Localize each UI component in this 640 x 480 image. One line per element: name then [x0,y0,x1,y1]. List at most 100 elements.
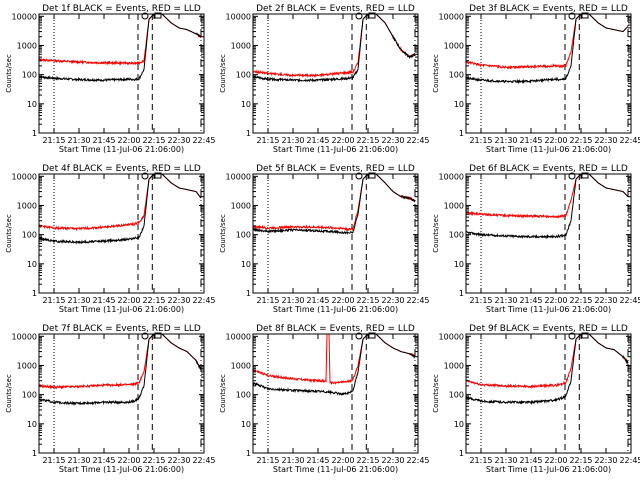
x-tick-label: 21:15 [469,136,492,145]
panel-title: Det 6f BLACK = Events, RED = LLD [469,164,628,174]
x-tick-label: 21:15 [42,456,65,465]
y-axis-label: Counts/sec [432,54,440,93]
x-axis-label: Start Time (11-Jul-06 21:06:00) [273,305,398,314]
y-tick-label: 10 [454,420,464,429]
y-axis-label: Counts/sec [5,374,13,413]
x-tick-label: 22:00 [544,296,567,305]
plot-frame [252,173,419,294]
attenuator-marker [581,172,589,179]
x-tick-label: 22:30 [167,296,190,305]
attenuator-marker [154,12,162,19]
x-tick-label: 22:45 [192,136,215,145]
events-series-line [252,13,416,83]
x-tick-label: 22:00 [544,456,567,465]
y-tick-label: 1000 [231,201,251,210]
y-tick-label: 100 [22,71,37,80]
x-tick-label: 21:45 [306,136,329,145]
x-tick-label: 21:15 [256,456,279,465]
y-tick-label: 10 [27,260,37,269]
lld-series-line [252,333,416,385]
x-tick-label: 22:15 [356,456,379,465]
x-tick-label: 21:30 [67,136,90,145]
x-tick-label: 22:45 [406,296,429,305]
attenuator-marker [368,12,376,19]
x-tick-label: 22:15 [356,296,379,305]
panel-title: Det 4f BLACK = Events, RED = LLD [42,164,201,174]
x-tick-label: 21:15 [256,296,279,305]
events-series-line [252,333,416,396]
x-tick-label: 22:00 [331,136,354,145]
y-tick-label: 100 [22,231,37,240]
detector-panel: Det 9f BLACK = Events, RED = LLD 1 10 100 10… [432,324,640,474]
x-axis-label: Start Time (11-Jul-06 21:06:00) [486,305,611,314]
x-tick-label: 22:30 [594,296,617,305]
y-tick-label: 10 [454,260,464,269]
x-tick-label: 21:30 [67,456,90,465]
x-tick-label: 21:45 [306,296,329,305]
events-series-line [38,333,202,406]
y-tick-label: 1000 [17,41,37,50]
plot-frame [38,173,205,294]
x-tick-label: 22:30 [381,296,404,305]
lld-series-line [38,13,202,66]
x-axis-label: Start Time (11-Jul-06 21:06:00) [486,145,611,154]
y-axis-label: Counts/sec [219,54,227,93]
lld-series-line [465,333,629,389]
y-axis-label: Counts/sec [219,214,227,253]
detector-panel: Det 7f BLACK = Events, RED = LLD 1 10 100 10… [5,324,216,474]
lld-series-line [38,333,202,390]
x-tick-label: 22:45 [192,456,215,465]
x-tick-label: 22:15 [569,456,592,465]
x-tick-label: 21:30 [494,296,517,305]
x-tick-label: 22:00 [544,136,567,145]
plot-frame [465,13,632,134]
x-axis-label: Start Time (11-Jul-06 21:06:00) [59,145,184,154]
x-axis-label: Start Time (11-Jul-06 21:06:00) [59,305,184,314]
y-tick-label: 100 [22,391,37,400]
x-tick-label: 21:15 [469,296,492,305]
y-tick-label: 1000 [231,361,251,370]
y-tick-label: 10 [27,100,37,109]
y-tick-label: 1 [32,289,37,298]
x-tick-label: 21:30 [281,136,304,145]
detector-panel: Det 5f BLACK = Events, RED = LLD 1 10 100 10… [219,164,430,314]
panel-title: Det 9f BLACK = Events, RED = LLD [469,324,628,334]
x-tick-label: 22:00 [117,456,140,465]
y-tick-label: 1 [459,289,464,298]
y-tick-label: 1 [32,449,37,458]
x-tick-label: 21:15 [42,296,65,305]
x-tick-label: 22:15 [569,136,592,145]
plot-frame [252,333,419,454]
x-tick-label: 21:45 [92,296,115,305]
plot-frame [38,333,205,454]
y-tick-label: 1 [32,129,37,138]
y-tick-label: 10000 [439,332,464,341]
x-tick-label: 22:30 [381,456,404,465]
y-tick-label: 1000 [444,201,464,210]
events-series-line [465,13,629,85]
x-tick-label: 22:45 [406,456,429,465]
lld-series-line [252,173,416,232]
attenuator-marker [581,332,589,339]
y-tick-label: 1 [246,449,251,458]
y-tick-label: 100 [449,231,464,240]
x-tick-label: 22:45 [619,456,640,465]
x-tick-label: 22:30 [594,136,617,145]
x-tick-label: 21:45 [92,136,115,145]
y-tick-label: 1 [459,129,464,138]
x-tick-label: 21:15 [469,456,492,465]
y-tick-label: 10000 [226,172,251,181]
y-tick-label: 1000 [444,361,464,370]
x-tick-label: 22:45 [192,296,215,305]
attenuator-marker [154,172,162,179]
x-tick-label: 22:15 [569,296,592,305]
x-tick-label: 21:30 [67,296,90,305]
x-tick-label: 22:15 [142,296,165,305]
events-series-line [465,333,629,405]
x-tick-label: 21:45 [519,296,542,305]
plot-frame [38,13,205,134]
x-tick-label: 21:45 [92,456,115,465]
x-tick-label: 21:30 [494,136,517,145]
x-tick-label: 21:15 [256,136,279,145]
